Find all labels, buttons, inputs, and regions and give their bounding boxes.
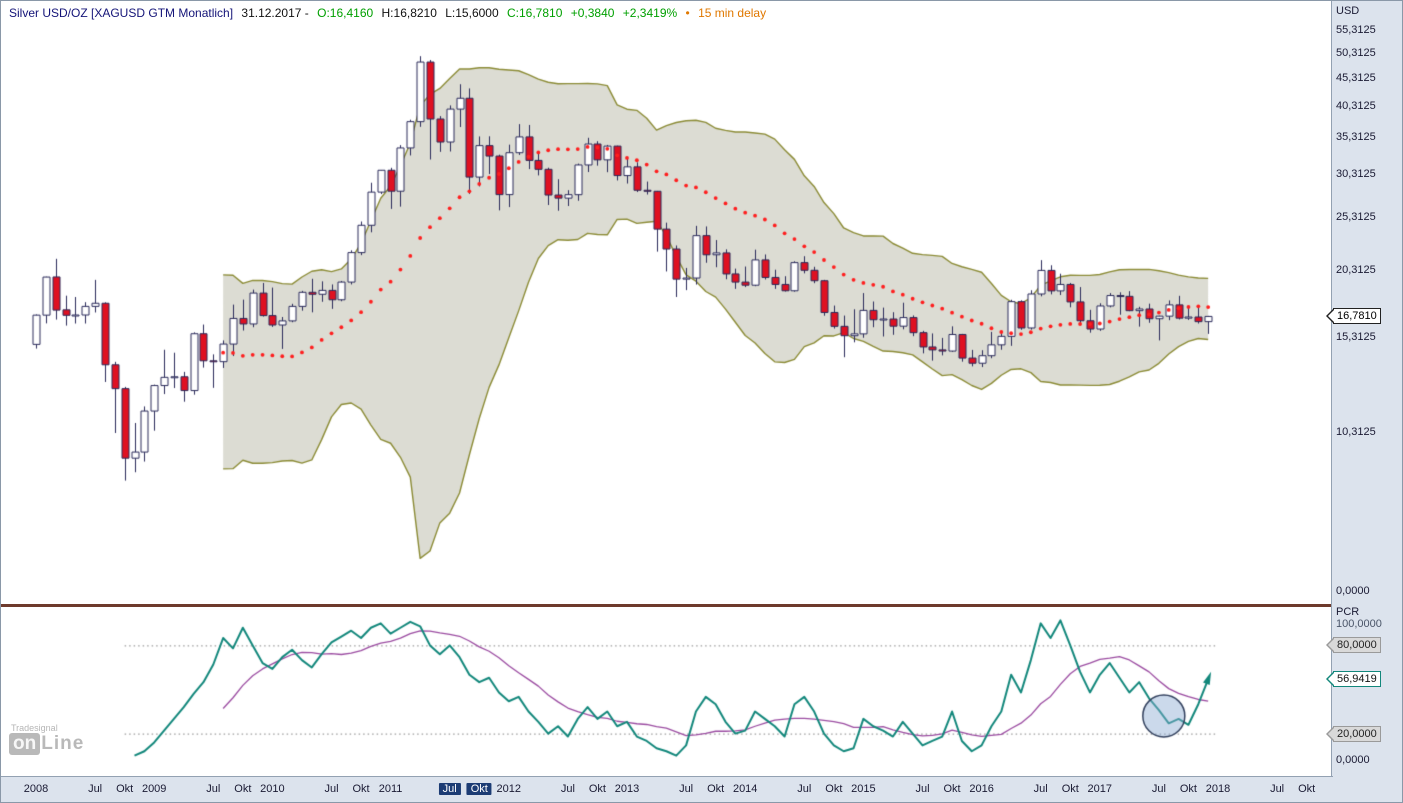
time-axis-label: Okt <box>825 783 843 795</box>
price-axis-label: 15,3125 <box>1336 331 1376 344</box>
time-axis-label: 2017 <box>1087 783 1113 795</box>
delay-note: 15 min delay <box>698 6 767 20</box>
time-axis[interactable]: 2008 Jul Okt 2009 Jul Okt 2010 Jul Okt 2011 Jul Okt… <box>1 776 1333 802</box>
high-value: H:16,8210 <box>381 6 437 20</box>
time-axis-label: Jul <box>915 783 930 795</box>
price-axis-label: 20,3125 <box>1336 263 1376 276</box>
time-axis-label: 2010 <box>260 783 285 795</box>
time-axis-label: Jul <box>797 783 812 795</box>
price-axis-label: 55,3125 <box>1336 24 1376 36</box>
logo-wordmark: on Line <box>9 733 84 755</box>
sub-axis-80-badge: 80,0000 <box>1326 637 1381 653</box>
price-axis-zero-label: 0,0000 <box>1336 585 1370 597</box>
time-axis-label: 2011 <box>378 783 403 795</box>
close-value: C:16,7810 <box>506 6 563 20</box>
time-axis-label: Okt <box>707 783 725 795</box>
time-axis-label: Okt <box>1179 783 1197 795</box>
time-axis-label: Jul <box>1033 783 1048 795</box>
low-value: L:15,6000 <box>445 6 499 20</box>
time-axis-label: Jul <box>560 783 575 795</box>
sub-axis-20-badge: 20,0000 <box>1326 726 1381 742</box>
time-axis-label: 2009 <box>141 783 167 795</box>
time-axis-label: Okt <box>588 783 606 795</box>
time-axis-label: Okt <box>116 783 134 795</box>
tradesignal-logo: Tradesignal on Line <box>9 723 84 755</box>
logo-on-block: on <box>9 733 41 755</box>
time-axis-label: Jul <box>324 783 339 795</box>
price-axis-label: 40,3125 <box>1336 99 1376 112</box>
time-axis-label-selected: Jul <box>438 783 461 795</box>
time-axis-label-selected: Okt <box>466 783 492 795</box>
price-axis-label: 25,3125 <box>1336 211 1376 224</box>
sub-axis-zero-label: 0,0000 <box>1336 754 1370 766</box>
time-axis-label: Okt <box>1061 783 1079 795</box>
price-axis-label: 35,3125 <box>1336 131 1376 144</box>
indicator-name: PCR <box>1336 606 1360 618</box>
time-axis-label: Jul <box>1270 783 1285 795</box>
chart-canvas[interactable] <box>1 1 1333 776</box>
price-axis-unit: USD <box>1336 5 1360 17</box>
time-axis-label: Jul <box>1151 783 1166 795</box>
logo-line-text: Line <box>41 733 85 754</box>
time-axis-label: 2018 <box>1205 783 1231 795</box>
change-percent: +2,3419% <box>622 6 678 20</box>
indicator-value-badge: 56,9419 <box>1326 671 1381 687</box>
logo-brand-text: Tradesignal <box>11 723 58 733</box>
last-price-badge: 16,7810 <box>1326 308 1381 325</box>
sub-axis-100-label: 100,0000 <box>1336 618 1382 630</box>
time-axis-label: Jul <box>88 783 103 795</box>
price-axis-label: 10,3125 <box>1336 425 1376 438</box>
chart-header: Silver USD/OZ [XAGUSD GTM Monatlich] 31.… <box>9 6 771 20</box>
instrument-title: Silver USD/OZ [XAGUSD GTM Monatlich] <box>9 6 234 20</box>
time-axis-label: 2008 <box>23 783 49 795</box>
time-axis-label: Okt <box>234 783 252 795</box>
delay-bullet-icon: • <box>685 6 690 20</box>
time-axis-label: Jul <box>206 783 221 795</box>
price-axis-label: 50,3125 <box>1336 46 1376 59</box>
change-value: +0,3840 <box>570 6 615 20</box>
time-axis-label: 2015 <box>851 783 876 795</box>
open-value: O:16,4160 <box>317 6 374 20</box>
time-axis-label: Jul <box>679 783 694 795</box>
time-axis-label: Okt <box>943 783 961 795</box>
time-axis-label: Okt <box>1298 783 1316 795</box>
time-axis-label: Okt <box>352 783 370 795</box>
price-axis[interactable]: USD 55,3125 50,3125 45,3125 40,3125 35,3125 3… <box>1326 1 1402 802</box>
time-axis-label: 2013 <box>614 783 640 795</box>
price-axis-label: 30,3125 <box>1336 167 1376 180</box>
time-axis-label: 2014 <box>732 783 758 795</box>
time-axis-label: 2016 <box>969 783 994 795</box>
time-axis-label: 2012 <box>496 783 522 795</box>
price-axis-label: 45,3125 <box>1336 71 1376 84</box>
panel-separator[interactable] <box>1 604 1402 607</box>
quote-date: 31.12.2017 - <box>241 6 309 20</box>
